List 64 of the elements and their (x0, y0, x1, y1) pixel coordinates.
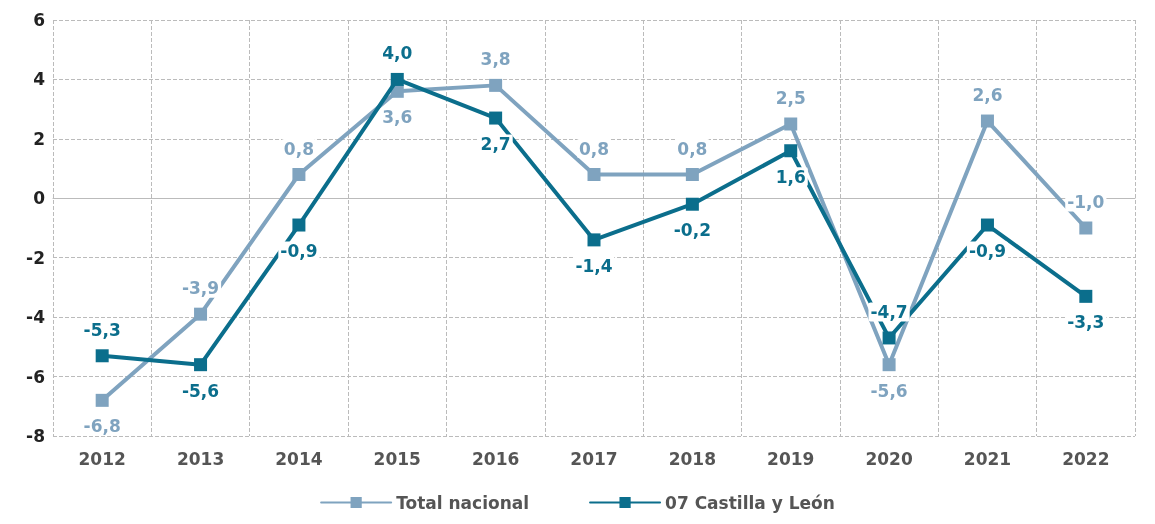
x-tick-label: 2021 (963, 448, 1012, 469)
y-tick-label: -4 (26, 307, 46, 328)
x-tick-label: 2017 (570, 448, 618, 469)
data-label: -0,2 (673, 220, 711, 241)
data-label: 2,5 (775, 88, 806, 108)
data-label: 3,6 (382, 107, 413, 128)
data-label: -1,4 (575, 255, 613, 276)
point (1079, 221, 1093, 235)
point (390, 72, 404, 86)
x-tick-label: 2012 (78, 448, 126, 469)
point (685, 197, 699, 211)
point (194, 307, 208, 321)
data-label: -5,6 (870, 380, 908, 401)
y-tick-label: 0 (33, 188, 46, 209)
point (489, 78, 503, 92)
point (980, 218, 994, 232)
y-tick-label: 4 (33, 69, 46, 90)
x-tick-label: 2018 (668, 448, 717, 469)
data-label: 0,8 (578, 138, 610, 159)
data-label: -3,9 (181, 278, 220, 299)
point (882, 358, 896, 372)
point (292, 168, 306, 182)
data-label: 4,0 (382, 43, 413, 64)
point (587, 233, 601, 247)
x-tick-label: 2015 (373, 448, 421, 469)
point (194, 358, 208, 372)
x-tick-label: 2016 (471, 448, 520, 469)
y-tick-label: 6 (33, 10, 45, 30)
point (489, 111, 503, 125)
point (784, 117, 798, 131)
data-label: -4,7 (870, 301, 908, 322)
x-tick-label: 2022 (1062, 448, 1110, 469)
data-label: -0,9 (968, 241, 1007, 262)
x-tick-label: 2014 (275, 448, 323, 469)
point (292, 218, 306, 232)
data-label: 1,6 (775, 166, 806, 187)
point (95, 349, 109, 363)
data-label: -5,6 (181, 380, 220, 401)
y-tick-label: 2 (33, 128, 45, 149)
data-label: -0,9 (280, 241, 318, 262)
point (1079, 289, 1093, 303)
data-label: -1,0 (1067, 192, 1105, 212)
point (685, 168, 699, 182)
point (95, 393, 109, 407)
x-tick-label: 2013 (176, 448, 225, 469)
data-label: 0,8 (677, 138, 708, 159)
data-label: -5,3 (83, 319, 121, 340)
data-label: -3,3 (1067, 312, 1105, 333)
y-tick-label: -2 (26, 247, 45, 268)
legend-label: 07 Castilla y León (665, 492, 835, 513)
point (784, 144, 798, 158)
data-label: 3,8 (480, 49, 511, 70)
point (587, 168, 601, 182)
legend-label: Total nacional (396, 492, 530, 513)
x-tick-label: 2020 (865, 448, 913, 469)
data-label: 2,7 (480, 134, 511, 155)
y-tick-label: -8 (26, 426, 45, 446)
x-tick-label: 2019 (767, 448, 815, 469)
point (882, 331, 896, 345)
data-label: 2,6 (972, 85, 1003, 106)
point (980, 114, 994, 128)
data-label: 0,8 (283, 138, 314, 159)
data-label: -6,8 (83, 416, 121, 437)
y-tick-label: -6 (26, 366, 45, 387)
